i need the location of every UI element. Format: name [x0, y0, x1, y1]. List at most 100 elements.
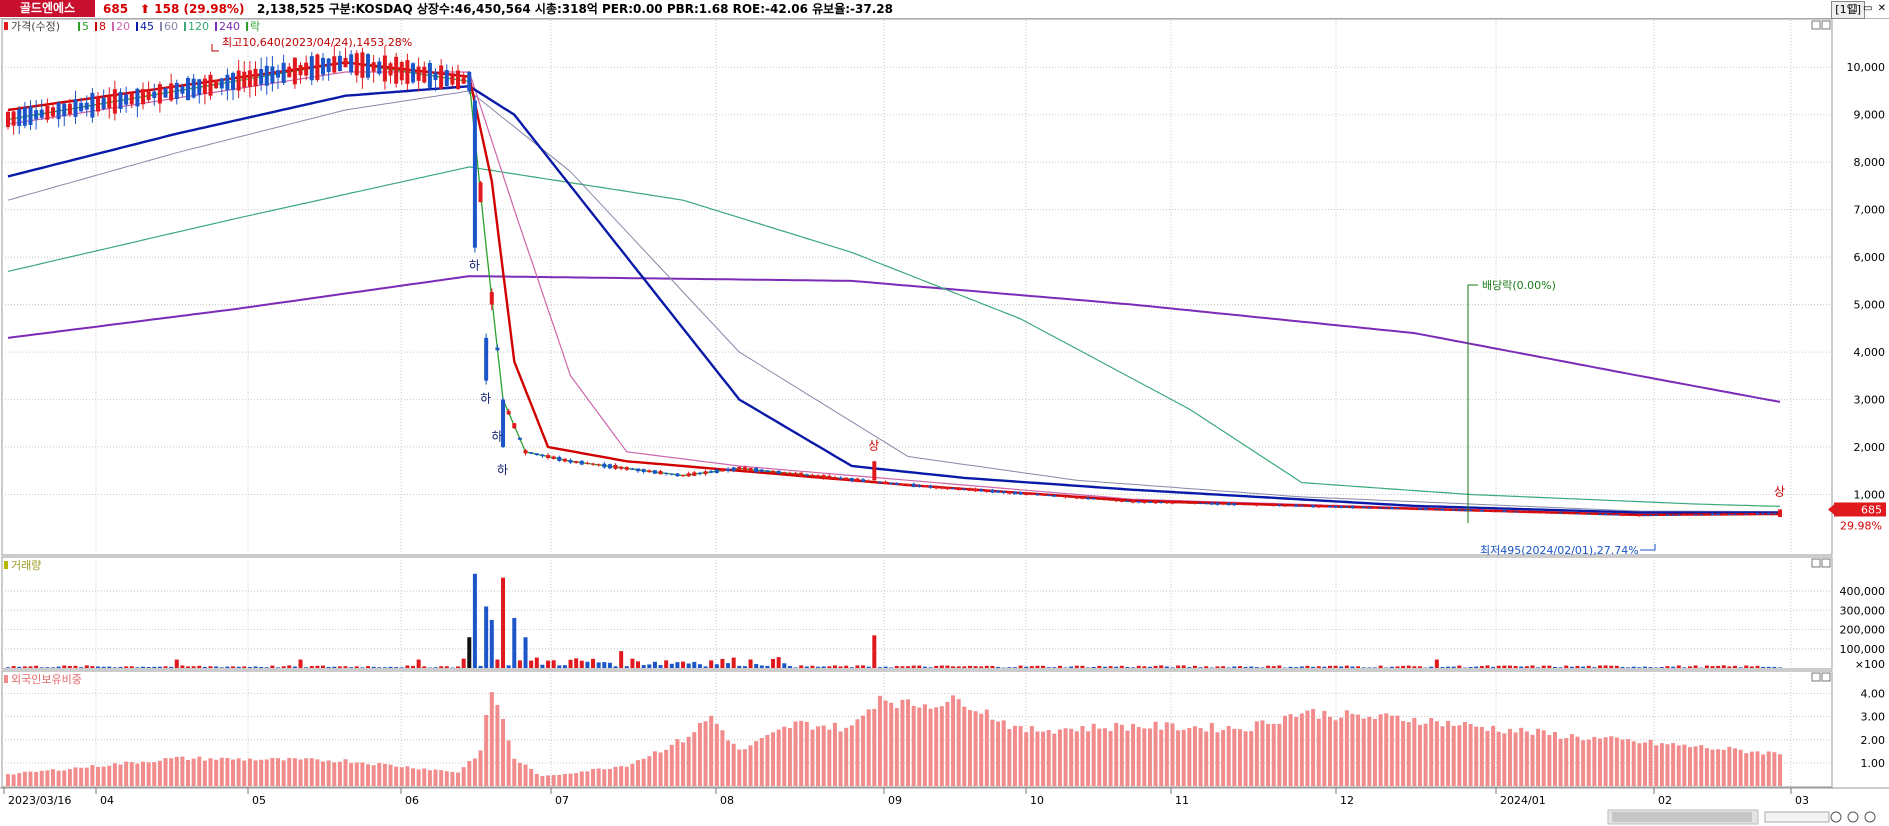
legend-label-20: 20 — [116, 20, 130, 33]
window-buttons[interactable]: □ ▭ ✕ — [1848, 3, 1887, 14]
volume-bar — [546, 660, 551, 668]
volume-bar — [630, 658, 635, 668]
volume-bar — [326, 666, 331, 668]
foreign-ratio-bar — [270, 758, 275, 786]
candle-body — [112, 89, 117, 114]
foreign-ratio-bar — [816, 726, 821, 786]
volume-bar — [647, 664, 652, 668]
volume-bar — [737, 665, 742, 668]
foreign-ratio-bar — [96, 766, 101, 786]
candle-body — [1412, 508, 1417, 510]
volume-bar — [641, 665, 646, 668]
volume-bar — [540, 664, 545, 668]
candle-body — [416, 66, 421, 81]
volume-bar — [714, 664, 719, 668]
candle-body — [1530, 511, 1535, 513]
volume-bar — [911, 665, 916, 668]
volume-bar — [1305, 665, 1310, 668]
volume-bar — [1429, 666, 1434, 668]
candle-body — [771, 470, 776, 473]
x-tick-label: 04 — [100, 794, 114, 807]
candle-body — [444, 70, 449, 86]
volume-bar — [962, 666, 967, 668]
volume-bar — [1322, 666, 1327, 668]
candle-body — [1462, 509, 1467, 511]
volume-bar — [1254, 667, 1259, 668]
volume-bar — [579, 660, 584, 668]
foreign-ratio-bar — [107, 765, 112, 786]
candle-body — [1665, 514, 1670, 516]
x-tick-label: 06 — [405, 794, 419, 807]
candle-body — [1232, 503, 1237, 506]
candle-body — [1187, 502, 1192, 504]
foreign-ratio-bar — [1440, 726, 1445, 786]
candle-body — [636, 468, 641, 472]
candle-body — [349, 54, 354, 73]
volume-bar — [675, 662, 680, 668]
foreign-ratio-bar — [1249, 731, 1254, 786]
low-annotation: 최저495(2024/02/01),27.74% — [1480, 544, 1639, 557]
candle-body — [169, 83, 174, 101]
candle-body — [1614, 514, 1619, 516]
volume-bar — [1434, 659, 1439, 668]
foreign-ratio-bar — [1384, 713, 1389, 786]
volume-bar — [1676, 665, 1681, 668]
candle-body — [146, 91, 151, 100]
foreign-ratio-bar — [1282, 715, 1287, 786]
volume-bar — [1603, 665, 1608, 668]
foreign-ratio-bar — [1327, 716, 1332, 786]
candle-body — [562, 458, 567, 462]
volume-bar — [1530, 665, 1535, 668]
foreign-ratio-bar — [624, 766, 629, 786]
candle-body — [1536, 512, 1541, 514]
foreign-ratio-bar — [349, 762, 354, 786]
foreign-ratio-bar — [1693, 746, 1698, 786]
foreign-ratio-bar — [1237, 729, 1242, 786]
candle-body — [821, 474, 826, 479]
foreign-ratio-bar — [197, 756, 202, 786]
period-button[interactable]: [1일] — [1831, 1, 1865, 19]
volume-bar — [1710, 666, 1715, 668]
candle-body — [1243, 504, 1248, 506]
volume-bar — [1221, 666, 1226, 668]
candle-body — [1164, 501, 1169, 504]
foreign-ratio-bar — [371, 765, 376, 786]
foreign-ratio-bar — [1176, 730, 1181, 786]
foreign-ratio-bar — [709, 715, 714, 786]
foreign-ratio-bar — [1642, 742, 1647, 786]
volume-bar — [939, 665, 944, 668]
foreign-ratio-bar — [73, 767, 78, 786]
volume-bar — [124, 666, 129, 668]
candle-body — [1766, 512, 1771, 515]
candle-body — [1682, 514, 1687, 516]
volume-bar — [883, 666, 888, 668]
x-tick-label: 2023/03/16 — [8, 794, 71, 807]
foreign-ratio-bar — [1344, 710, 1349, 786]
candle-body — [1316, 505, 1321, 508]
candle-body — [967, 488, 972, 491]
volume-bar — [79, 667, 84, 668]
candle-body — [62, 103, 67, 117]
candle-body — [1648, 515, 1653, 517]
chart-area[interactable]: 2023/03/16 04 05 06 07 08 09 10 11 12 2024/01 02 03 … — [0, 18, 1889, 826]
stock-name[interactable]: 골드엔에스 — [0, 0, 95, 17]
candle-body — [1288, 505, 1293, 507]
price-panel — [6, 45, 1782, 518]
foreign-ratio-bar — [1305, 710, 1310, 786]
candle-body — [1485, 510, 1490, 512]
volume-bar — [276, 667, 281, 668]
foreign-ratio-bar — [1474, 726, 1479, 786]
candle-body — [1575, 513, 1580, 515]
volume-bar — [517, 660, 522, 668]
volume-bar — [1772, 666, 1777, 668]
candle-body — [1142, 500, 1147, 503]
candle-body — [742, 467, 747, 471]
volume-bar — [1170, 667, 1175, 668]
volume-bar — [157, 666, 162, 668]
candle-body — [214, 80, 219, 89]
foreign-ratio-bar — [1676, 745, 1681, 786]
candle-body — [1311, 505, 1316, 508]
x-tick-label: 02 — [1658, 794, 1672, 807]
foreign-ratio-bar — [546, 775, 551, 786]
volume-bar — [1271, 666, 1276, 668]
